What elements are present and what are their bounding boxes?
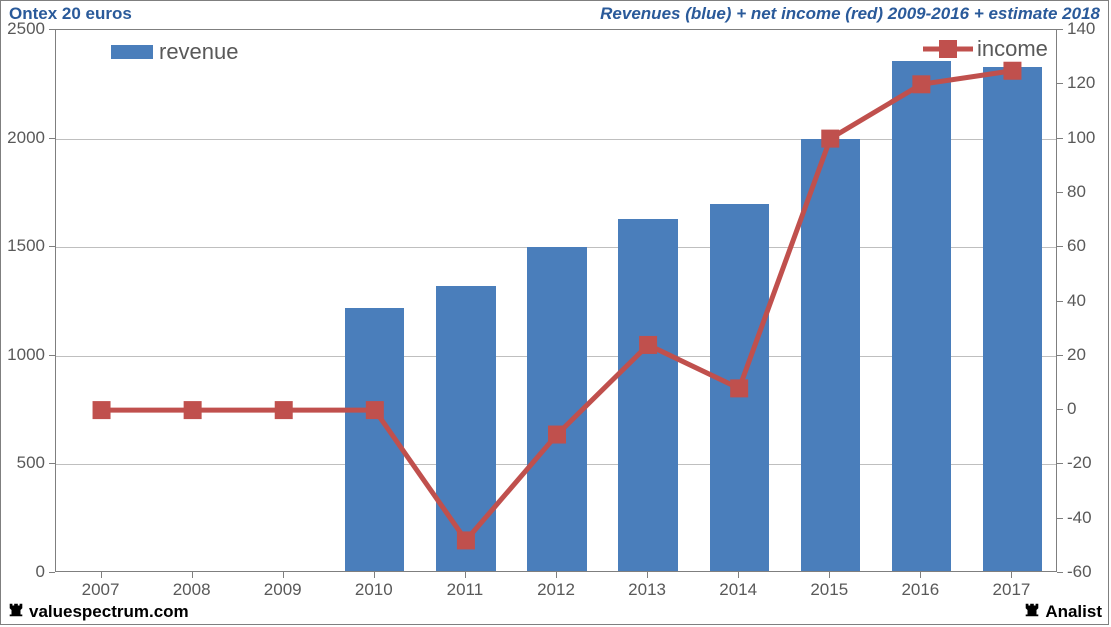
y-right-label: 80 — [1067, 182, 1086, 202]
legend-income-swatch — [923, 37, 973, 61]
y-right-label: -60 — [1067, 562, 1092, 582]
chart-frame: Ontex 20 euros Revenues (blue) + net inc… — [0, 0, 1109, 625]
income-line — [102, 71, 1013, 541]
title-right: Revenues (blue) + net income (red) 2009-… — [600, 4, 1100, 24]
x-label: 2017 — [971, 580, 1051, 600]
y-right-label: 0 — [1067, 399, 1076, 419]
y-left-tick — [49, 572, 55, 573]
rook-icon — [7, 601, 25, 624]
y-left-label: 0 — [1, 562, 45, 582]
x-label: 2016 — [880, 580, 960, 600]
chart-header: Ontex 20 euros Revenues (blue) + net inc… — [1, 1, 1108, 27]
income-marker — [184, 401, 202, 419]
legend-revenue: revenue — [111, 39, 239, 65]
x-label: 2008 — [152, 580, 232, 600]
rook-icon — [1023, 601, 1041, 624]
y-left-tick — [49, 463, 55, 464]
income-marker — [821, 130, 839, 148]
x-label: 2012 — [516, 580, 596, 600]
legend-revenue-label: revenue — [159, 39, 239, 65]
legend-income-label: income — [977, 36, 1048, 62]
x-label: 2007 — [61, 580, 141, 600]
y-right-label: -20 — [1067, 453, 1092, 473]
income-marker — [548, 426, 566, 444]
y-right-label: 100 — [1067, 128, 1095, 148]
y-right-label: -40 — [1067, 508, 1092, 528]
y-right-label: 40 — [1067, 291, 1086, 311]
y-left-label: 2500 — [1, 19, 45, 39]
y-right-label: 20 — [1067, 345, 1086, 365]
y-left-label: 1000 — [1, 345, 45, 365]
income-marker — [639, 336, 657, 354]
legend-revenue-swatch — [111, 45, 153, 59]
income-marker — [730, 379, 748, 397]
y-left-tick — [49, 246, 55, 247]
y-left-tick — [49, 355, 55, 356]
y-left-label: 1500 — [1, 236, 45, 256]
y-left-tick — [49, 29, 55, 30]
income-marker — [275, 401, 293, 419]
x-label: 2013 — [607, 580, 687, 600]
x-label: 2015 — [789, 580, 869, 600]
footer-right-text: Analist — [1045, 602, 1102, 622]
y-left-label: 500 — [1, 453, 45, 473]
x-label: 2014 — [698, 580, 778, 600]
footer-left-brand: valuespectrum.com — [7, 601, 189, 624]
y-left-tick — [49, 138, 55, 139]
income-marker — [1003, 62, 1021, 80]
x-label: 2011 — [425, 580, 505, 600]
y-right-label: 60 — [1067, 236, 1086, 256]
income-marker — [366, 401, 384, 419]
x-label: 2009 — [243, 580, 323, 600]
line-layer — [56, 30, 1058, 573]
y-right-label: 140 — [1067, 19, 1095, 39]
income-marker — [457, 531, 475, 549]
income-marker — [93, 401, 111, 419]
footer-right-brand: Analist — [1023, 601, 1102, 624]
x-label: 2010 — [334, 580, 414, 600]
income-marker — [912, 75, 930, 93]
y-left-label: 2000 — [1, 128, 45, 148]
plot-area — [55, 29, 1057, 572]
footer-left-text: valuespectrum.com — [29, 602, 189, 622]
y-right-label: 120 — [1067, 73, 1095, 93]
legend-income: income — [923, 36, 1048, 62]
chart-footer: valuespectrum.com Analist — [1, 600, 1108, 624]
